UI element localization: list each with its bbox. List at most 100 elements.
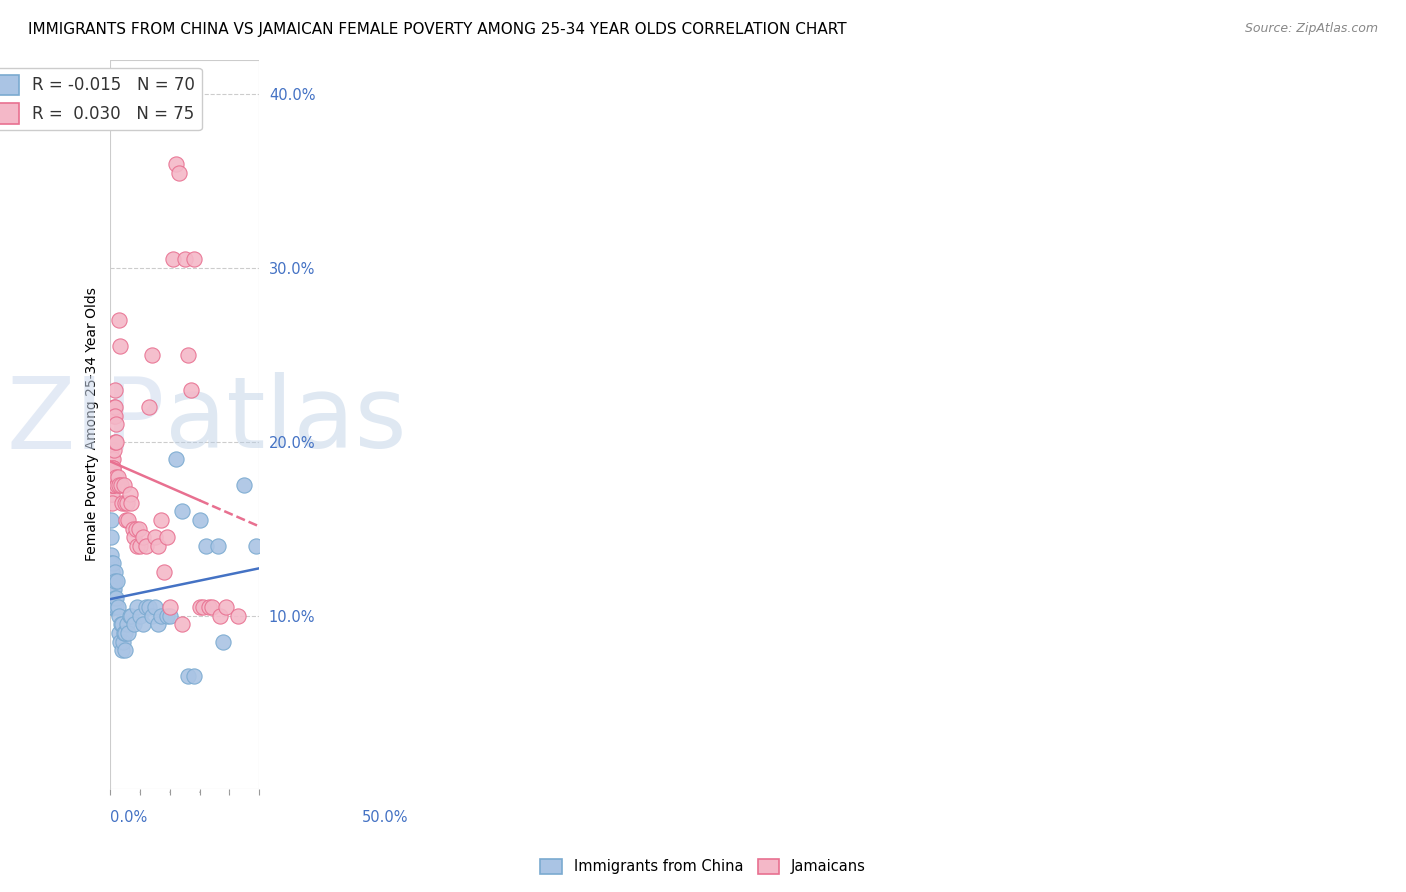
Point (180, 383, 202, 397)
Point (128, 522, 150, 536)
Point (101, 582, 124, 597)
Point (150, 608, 173, 623)
Point (188, 513, 211, 527)
Point (104, 400, 127, 414)
Point (100, 452, 122, 467)
Point (125, 522, 148, 536)
Point (103, 582, 125, 597)
Point (156, 608, 179, 623)
Point (170, 504, 193, 518)
Y-axis label: Female Poverty Among 25-34 Year Olds: Female Poverty Among 25-34 Year Olds (86, 287, 100, 561)
Point (194, 539, 217, 553)
Point (150, 513, 173, 527)
Point (104, 383, 127, 397)
Point (197, 599, 219, 614)
Point (105, 574, 128, 588)
Point (100, 487, 122, 501)
Point (101, 582, 124, 597)
Point (212, 634, 235, 648)
Point (101, 452, 124, 467)
Point (100, 530, 122, 544)
Point (114, 626, 136, 640)
Point (103, 591, 125, 606)
Point (120, 495, 142, 509)
Point (100, 469, 122, 483)
Point (111, 617, 134, 632)
Text: 50.0%: 50.0% (361, 810, 408, 825)
Point (101, 461, 124, 475)
Point (228, 608, 250, 623)
Point (117, 513, 139, 527)
Point (122, 617, 145, 632)
Point (101, 599, 124, 614)
Point (101, 478, 124, 492)
Point (101, 495, 124, 509)
Point (101, 582, 124, 597)
Point (103, 582, 125, 597)
Point (167, 165, 190, 179)
Point (141, 608, 163, 623)
Point (103, 443, 125, 458)
Point (188, 599, 211, 614)
Point (111, 643, 134, 657)
Point (111, 495, 134, 509)
Point (110, 478, 132, 492)
Point (100, 469, 122, 483)
Point (170, 617, 193, 632)
Point (101, 478, 124, 492)
Point (143, 599, 166, 614)
Point (104, 565, 127, 579)
Point (156, 530, 179, 544)
Point (100, 513, 122, 527)
Point (118, 608, 141, 623)
Point (177, 348, 200, 362)
Point (101, 469, 124, 483)
Point (108, 634, 131, 648)
Point (177, 669, 200, 683)
Point (122, 530, 145, 544)
Point (141, 348, 163, 362)
Point (100, 452, 122, 467)
Point (245, 539, 267, 553)
Point (101, 599, 124, 614)
Point (100, 557, 122, 571)
Point (108, 313, 131, 327)
Point (107, 469, 129, 483)
Point (107, 478, 129, 492)
Point (173, 252, 195, 267)
Point (101, 478, 124, 492)
Point (209, 608, 232, 623)
Text: atlas: atlas (166, 372, 408, 469)
Point (101, 582, 124, 597)
Point (105, 478, 128, 492)
Point (138, 400, 160, 414)
Point (114, 495, 136, 509)
Point (138, 599, 160, 614)
Text: ZIP: ZIP (7, 372, 165, 469)
Point (101, 487, 124, 501)
Point (129, 539, 152, 553)
Point (153, 565, 176, 579)
Text: Source: ZipAtlas.com: Source: ZipAtlas.com (1244, 22, 1378, 36)
Point (146, 539, 169, 553)
Point (121, 522, 143, 536)
Point (100, 469, 122, 483)
Point (165, 452, 187, 467)
Point (132, 530, 155, 544)
Point (104, 574, 127, 588)
Point (103, 591, 125, 606)
Point (191, 599, 214, 614)
Point (103, 400, 125, 414)
Point (100, 599, 122, 614)
Point (110, 617, 132, 632)
Point (146, 617, 169, 632)
Point (104, 434, 127, 449)
Point (112, 478, 135, 492)
Point (115, 495, 138, 509)
Point (129, 608, 152, 623)
Point (108, 608, 131, 623)
Point (127, 599, 149, 614)
Point (100, 574, 122, 588)
Point (120, 608, 142, 623)
Point (103, 557, 125, 571)
